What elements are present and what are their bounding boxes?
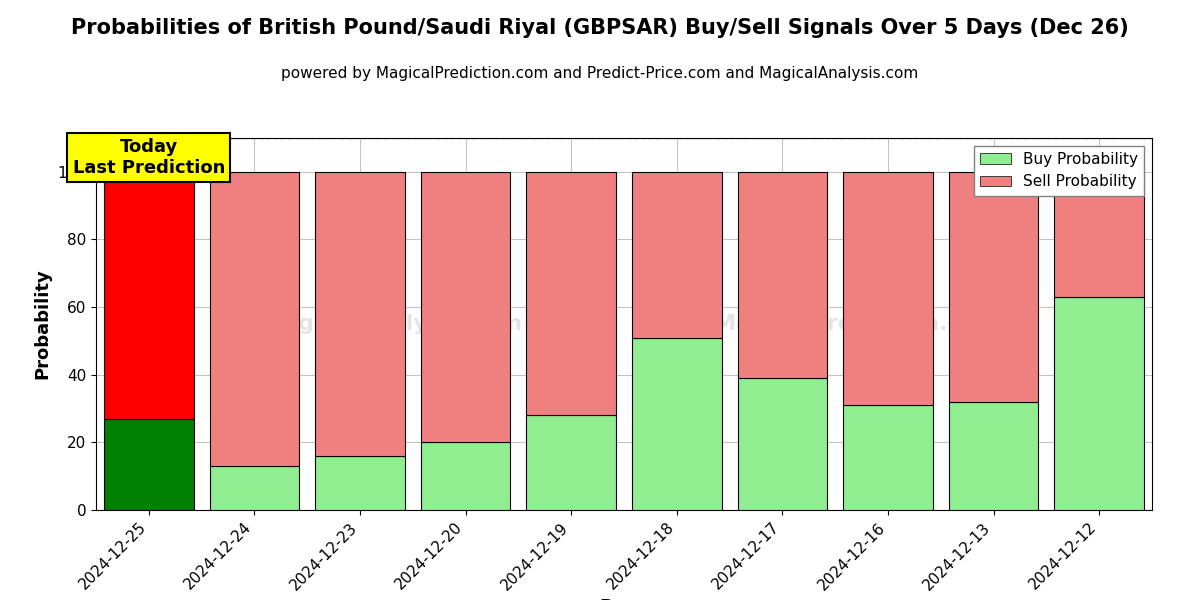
Y-axis label: Probability: Probability [34,269,52,379]
Bar [527,415,616,510]
Bar [949,172,1038,402]
Bar [421,442,510,510]
X-axis label: Days: Days [600,598,648,600]
Bar [1055,297,1144,510]
Legend: Buy Probability, Sell Probability: Buy Probability, Sell Probability [974,146,1145,196]
Bar [738,172,827,378]
Bar [949,402,1038,510]
Bar [1055,172,1144,297]
Text: MagicalPrediction.com: MagicalPrediction.com [714,314,1000,334]
Bar [210,172,299,466]
Bar [210,466,299,510]
Text: powered by MagicalPrediction.com and Predict-Price.com and MagicalAnalysis.com: powered by MagicalPrediction.com and Pre… [281,66,919,81]
Bar [104,419,193,510]
Bar [844,405,932,510]
Text: Probabilities of British Pound/Saudi Riyal (GBPSAR) Buy/Sell Signals Over 5 Days: Probabilities of British Pound/Saudi Riy… [71,18,1129,38]
Bar [738,378,827,510]
Bar [104,172,193,419]
Bar [421,172,510,442]
Text: MagicalAnalysis.com: MagicalAnalysis.com [262,314,522,334]
Bar [632,172,721,338]
Bar [632,338,721,510]
Bar [316,456,404,510]
Bar [527,172,616,415]
Text: Today
Last Prediction: Today Last Prediction [73,138,224,177]
Bar [316,172,404,456]
Bar [844,172,932,405]
